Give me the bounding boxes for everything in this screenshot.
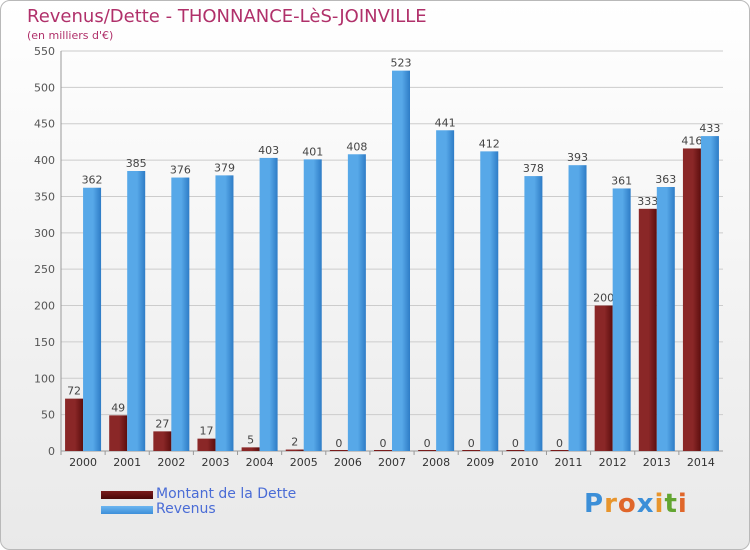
data-label-revenus: 441 <box>435 116 456 129</box>
data-label-dette: 333 <box>637 195 658 208</box>
x-tick-label: 2008 <box>422 456 450 469</box>
y-tick-label: 550 <box>34 45 55 58</box>
bar-revenus <box>392 70 410 452</box>
y-tick-label: 300 <box>34 227 55 240</box>
proxiti-logo: Proxiti <box>584 489 688 519</box>
bar-dette <box>329 450 348 451</box>
y-tick-label: 150 <box>34 336 55 349</box>
bar-revenus <box>215 175 234 451</box>
y-tick-label: 250 <box>34 263 55 276</box>
data-label-revenus: 379 <box>214 161 235 174</box>
x-tick-label: 2005 <box>290 456 318 469</box>
x-tick-label: 2002 <box>157 456 185 469</box>
data-label-dette: 0 <box>335 437 342 450</box>
bar-dette <box>638 208 657 451</box>
chart-subtitle: (en milliers d'€) <box>27 29 114 42</box>
bar-dette <box>594 305 613 451</box>
bar-dette <box>374 450 392 451</box>
chart-title: Revenus/Dette - THONNANCE-LèS-JOINVILLE <box>27 6 427 27</box>
data-label-revenus: 362 <box>82 174 103 187</box>
bar-dette <box>682 148 701 452</box>
bar-revenus <box>127 171 146 451</box>
legend-swatch-revenus <box>101 506 153 514</box>
bar-revenus <box>83 187 102 451</box>
data-label-dette: 0 <box>380 437 387 450</box>
x-tick-label: 2000 <box>69 456 97 469</box>
bar-dette <box>418 450 437 451</box>
legend-swatch-dette <box>101 491 153 499</box>
x-tick-label: 2014 <box>687 456 715 469</box>
x-tick-label: 2007 <box>378 456 406 469</box>
x-tick-label: 2009 <box>466 456 494 469</box>
data-label-dette: 0 <box>556 437 563 450</box>
y-tick-label: 450 <box>34 118 55 131</box>
x-tick-label: 2010 <box>510 456 538 469</box>
y-tick-label: 0 <box>48 445 55 458</box>
bar-revenus <box>612 188 631 452</box>
data-label-revenus: 523 <box>391 57 412 70</box>
legend-label-dette: Montant de la Dette <box>156 486 297 502</box>
data-label-dette: 0 <box>512 437 519 450</box>
bar-dette <box>197 438 216 451</box>
data-label-dette: 200 <box>593 292 614 305</box>
bar-dette <box>506 450 525 451</box>
x-tick-label: 2012 <box>599 456 627 469</box>
bar-revenus <box>700 136 719 451</box>
y-tick-label: 350 <box>34 190 55 203</box>
bar-revenus <box>524 176 543 451</box>
bar-revenus <box>436 130 455 452</box>
bar-dette <box>285 449 304 451</box>
data-label-dette: 0 <box>468 437 475 450</box>
data-label-dette: 17 <box>199 425 213 438</box>
x-tick-label: 2011 <box>555 456 583 469</box>
data-label-dette: 27 <box>155 417 169 430</box>
data-label-revenus: 408 <box>346 140 367 153</box>
data-label-revenus: 412 <box>479 137 500 150</box>
data-label-dette: 72 <box>67 385 81 398</box>
bar-dette <box>109 415 128 451</box>
y-tick-label: 500 <box>34 81 55 94</box>
x-tick-label: 2006 <box>334 456 362 469</box>
bar-revenus <box>347 154 366 452</box>
data-label-dette: 49 <box>111 401 125 414</box>
bar-dette <box>462 450 481 451</box>
x-tick-label: 2013 <box>643 456 671 469</box>
data-label-revenus: 401 <box>302 145 323 158</box>
y-tick-label: 200 <box>34 300 55 313</box>
data-label-dette: 0 <box>424 437 431 450</box>
data-label-dette: 2 <box>291 436 298 449</box>
data-label-revenus: 433 <box>699 122 720 135</box>
data-label-revenus: 403 <box>258 144 279 157</box>
data-label-dette: 416 <box>681 134 702 147</box>
y-tick-label: 100 <box>34 372 55 385</box>
bar-revenus <box>480 151 499 451</box>
bar-dette <box>153 431 172 451</box>
bar-dette <box>65 398 84 451</box>
data-label-revenus: 363 <box>655 173 676 186</box>
bar-dette <box>241 447 260 451</box>
y-tick-label: 400 <box>34 154 55 167</box>
data-label-revenus: 378 <box>523 162 544 175</box>
x-tick-label: 2001 <box>113 456 141 469</box>
data-label-revenus: 393 <box>567 151 588 164</box>
bar-revenus <box>171 177 190 451</box>
bar-revenus <box>259 157 278 451</box>
data-label-revenus: 376 <box>170 164 191 177</box>
y-tick-label: 50 <box>41 409 55 422</box>
data-label-revenus: 361 <box>611 174 632 187</box>
x-tick-label: 2003 <box>201 456 229 469</box>
bar-revenus <box>303 159 322 451</box>
x-tick-label: 2004 <box>246 456 274 469</box>
bar-revenus <box>656 187 675 451</box>
data-label-revenus: 385 <box>126 157 147 170</box>
bar-revenus <box>568 165 587 451</box>
bar-dette <box>550 450 569 451</box>
data-label-dette: 5 <box>247 433 254 446</box>
legend-label-revenus: Revenus <box>156 501 216 517</box>
